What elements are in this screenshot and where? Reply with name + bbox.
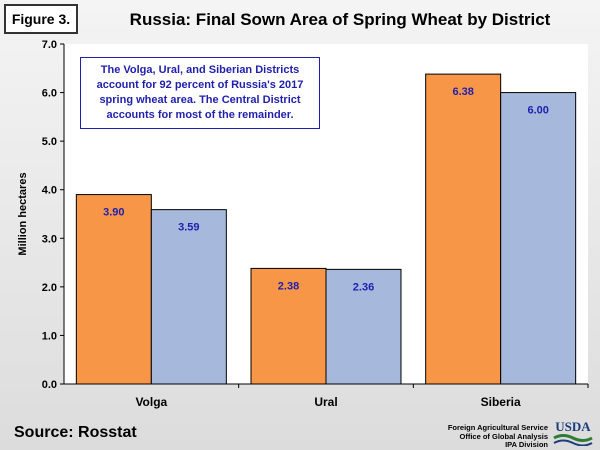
data-label: 3.90 — [103, 207, 124, 219]
bar — [150, 209, 227, 385]
annotation-box: The Volga, Ural, and Siberian Districts … — [80, 57, 320, 129]
annotation-text: The Volga, Ural, and Siberian Districts … — [96, 64, 304, 121]
agency-line-3: IPA Division — [505, 440, 548, 449]
y-tick-label: 7.0 — [42, 39, 57, 51]
y-tick-label: 0.0 — [42, 379, 57, 391]
bar — [75, 194, 152, 385]
y-tick-label: 6.0 — [42, 88, 57, 100]
y-tick-label: 1.0 — [42, 330, 57, 342]
y-tick-label: 2.0 — [42, 282, 57, 294]
figure-label: Figure 3. — [4, 4, 78, 34]
bar — [425, 73, 502, 385]
y-tick-label: 4.0 — [42, 185, 57, 197]
usda-logo: USDA — [553, 419, 593, 446]
agency-line-1: Foreign Agricultural Service — [447, 423, 548, 432]
x-tick-label: Ural — [314, 395, 337, 409]
logo-text: USDA — [555, 419, 591, 434]
bar — [250, 267, 327, 385]
x-tick-label: Volga — [135, 395, 167, 409]
data-label: 2.38 — [278, 280, 299, 292]
data-label: 6.38 — [452, 86, 473, 98]
y-axis-label: Million hectares — [17, 172, 29, 255]
y-tick-label: 5.0 — [42, 136, 57, 148]
source-note: Source: Rosstat — [14, 424, 137, 441]
data-label: 2.36 — [353, 281, 374, 293]
bar — [500, 92, 577, 385]
y-tick-label: 3.0 — [42, 233, 57, 245]
x-tick-label: Siberia — [481, 395, 521, 409]
data-label: 6.00 — [527, 105, 548, 117]
agency-line-2: Office of Global Analysis — [459, 431, 549, 441]
data-label: 3.59 — [178, 222, 199, 234]
chart-title: Russia: Final Sown Area of Spring Wheat … — [129, 10, 551, 29]
agency-credit: Foreign Agricultural Service Office of G… — [447, 423, 549, 450]
bar — [325, 268, 402, 385]
